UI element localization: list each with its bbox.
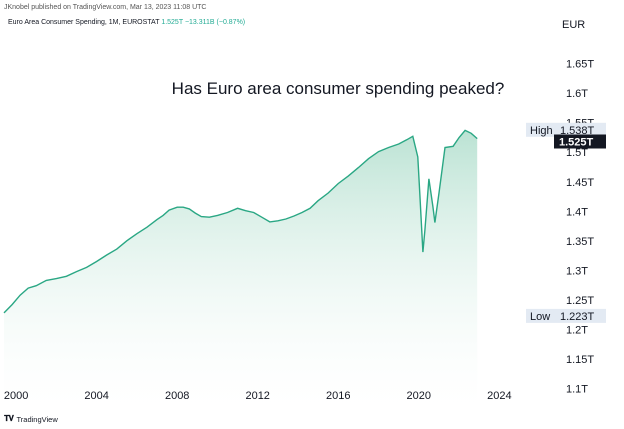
high-marker-label: High (530, 125, 553, 137)
low-marker-label: Low (530, 311, 550, 323)
currency-label: EUR (562, 19, 585, 31)
last-value: 1.525T (161, 19, 183, 26)
current-value-text: 1.525T (559, 137, 594, 149)
low-marker-value: 1.223T (560, 311, 595, 323)
x-tick-label: 2020 (407, 390, 431, 402)
tradingview-logo-icon: 𝐓𝐕 (4, 414, 14, 423)
x-tick-label: 2008 (165, 390, 189, 402)
y-tick-label: 1.25T (566, 295, 594, 307)
y-tick-label: 1.3T (566, 265, 588, 277)
price-change: −13.311B (−0.87%) (184, 19, 246, 26)
current-value-badge (554, 134, 606, 149)
high-marker-bg (526, 122, 606, 137)
low-marker-bg (526, 308, 606, 323)
symbol-legend: Euro Area Consumer Spending, 1M, EUROSTA… (8, 19, 245, 26)
footer-brand-text: TradingView (16, 414, 58, 424)
x-tick-label: 2012 (245, 390, 269, 402)
y-tick-label: 1.65T (566, 59, 594, 71)
y-tick-label: 1.5T (566, 147, 588, 159)
publisher-line: JKnobel published on TradingView.com, Ma… (4, 4, 207, 11)
x-tick-label: 2024 (487, 390, 511, 402)
y-tick-label: 1.15T (566, 354, 594, 366)
y-tick-label: 1.2T (566, 324, 588, 336)
series-line (3, 129, 478, 314)
y-tick-label: 1.1T (566, 384, 588, 396)
chart-title: Has Euro area consumer spending peaked? (172, 79, 505, 98)
y-tick-label: 1.6T (566, 88, 588, 100)
y-tick-label: 1.4T (566, 206, 588, 218)
x-tick-label: 2000 (4, 390, 28, 402)
x-tick-label: 2016 (326, 390, 350, 402)
y-tick-label: 1.45T (566, 177, 594, 189)
x-tick-label: 2004 (84, 390, 108, 402)
y-tick-label: 1.35T (566, 236, 594, 248)
symbol-name: Euro Area Consumer Spending, 1M, EUROSTA… (8, 19, 160, 26)
high-marker-value: 1.538T (560, 125, 595, 137)
footer-brand: 𝐓𝐕 TradingView (4, 414, 58, 424)
series-area-fill (4, 130, 478, 408)
